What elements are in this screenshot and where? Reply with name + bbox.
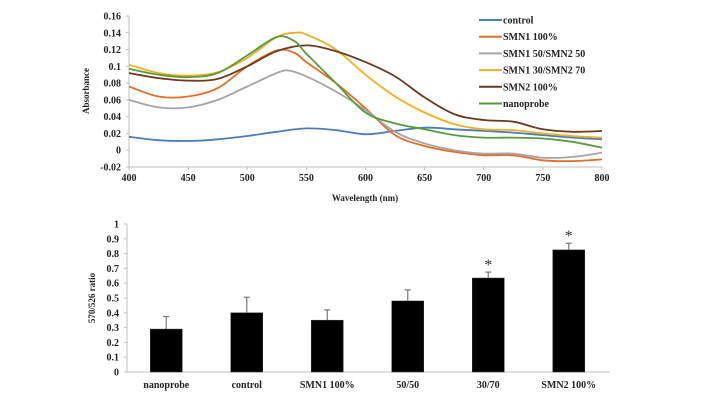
x-tick-label: 400 (122, 173, 137, 184)
significance-marker: * (484, 257, 492, 274)
y-tick-label: 0.02 (104, 129, 122, 140)
x-tick-label: 450 (181, 173, 196, 184)
legend-label: control (503, 16, 534, 27)
bar (472, 277, 505, 373)
y-tick-label: 0.2 (107, 338, 120, 349)
line-chart-legend: control SMN1 100% SMN1 50/SMN2 50 SMN1 30/S… (479, 16, 585, 110)
y-tick-label: 0.1 (107, 353, 120, 364)
x-category-label: nanoprobe (143, 380, 190, 391)
x-tick-label: 650 (417, 173, 432, 184)
x-category-label: 30/70 (477, 380, 500, 391)
x-tick-label: 700 (476, 173, 491, 184)
x-category-label: 50/50 (396, 380, 419, 391)
x-tick-label: 800 (595, 173, 610, 184)
x-category-label: SMN2 100% (541, 380, 596, 391)
bar (552, 249, 585, 373)
legend-label: SMN1 30/SMN2 70 (503, 66, 585, 77)
bar-chart-y-ticks: 0 0.1 0.2 0.3 0.4 0.5 0.6 0.7 0.8 0.9 1 (107, 220, 127, 379)
y-tick-label: 0.9 (107, 234, 120, 245)
y-tick-label: 0.5 (107, 294, 120, 305)
y-tick-label: 1 (114, 220, 119, 231)
legend-label: SMN2 100% (503, 82, 558, 93)
y-tick-label: 0.04 (104, 112, 122, 123)
y-tick-label: 0.06 (104, 95, 122, 106)
line-chart-x-label: Wavelength (nm) (332, 193, 398, 203)
y-tick-label: 0.3 (107, 323, 120, 334)
y-tick-label: 0.8 (107, 249, 120, 260)
y-tick-label: -0.02 (100, 163, 121, 174)
x-tick-label: 550 (299, 173, 314, 184)
significance-marker: * (565, 228, 573, 245)
y-tick-label: 0.16 (104, 12, 122, 23)
line-chart-x-ticks: 400 450 500 550 600 650 700 750 800 (122, 167, 610, 184)
bar (311, 319, 344, 373)
absorbance-line-chart: -0.02 0 0.02 0.04 0.06 0.08 0.1 0.12 0.14 0.16 40… (81, 12, 610, 204)
y-tick-label: 0.7 (107, 264, 120, 275)
series-line-control (128, 126, 603, 142)
x-tick-label: 750 (535, 173, 550, 184)
series-line-smn1-50-smn2-50 (128, 69, 603, 159)
y-tick-label: 0 (116, 146, 121, 157)
x-category-label: SMN1 100% (300, 380, 355, 391)
line-chart-y-label: Absorbance (81, 68, 91, 114)
bar (150, 328, 183, 373)
y-tick-label: 0.1 (109, 62, 122, 73)
y-tick-label: 0.08 (104, 79, 122, 90)
series-line-smn2-100 (128, 44, 603, 133)
y-tick-label: 0.6 (107, 279, 120, 290)
line-chart-y-ticks: -0.02 0 0.02 0.04 0.06 0.08 0.1 0.12 0.14 0.16 (100, 12, 129, 174)
legend-label: SMN1 100% (503, 32, 558, 43)
legend-label: SMN1 50/SMN2 50 (503, 49, 585, 60)
line-chart-series (128, 31, 603, 163)
x-tick-label: 500 (240, 173, 255, 184)
x-tick-label: 600 (358, 173, 373, 184)
bar-chart-axes (126, 224, 610, 373)
y-tick-label: 0.12 (104, 45, 122, 56)
series-line-nanoprobe (128, 35, 603, 149)
legend-label: nanoprobe (503, 99, 550, 110)
y-tick-label: 0 (114, 368, 119, 379)
ratio-bar-chart: 00.10.20.30.40.50.60.70.80.91 ** nanopro… (87, 220, 610, 391)
y-tick-label: 0.14 (104, 28, 122, 39)
x-category-label: control (232, 380, 263, 391)
bar-chart-bars: ** (150, 228, 585, 373)
series-line-smn1-30-smn2-70 (128, 31, 603, 139)
series-line-smn1-100 (128, 48, 603, 163)
bar-chart-y-label: 570/526 ratio (87, 272, 97, 323)
y-tick-label: 0.4 (107, 308, 120, 319)
bar-chart-x-labels: nanoprobe control SMN1 100% 50/50 30/70 SMN2 … (143, 380, 596, 391)
bar (391, 300, 424, 373)
bar (230, 312, 263, 373)
